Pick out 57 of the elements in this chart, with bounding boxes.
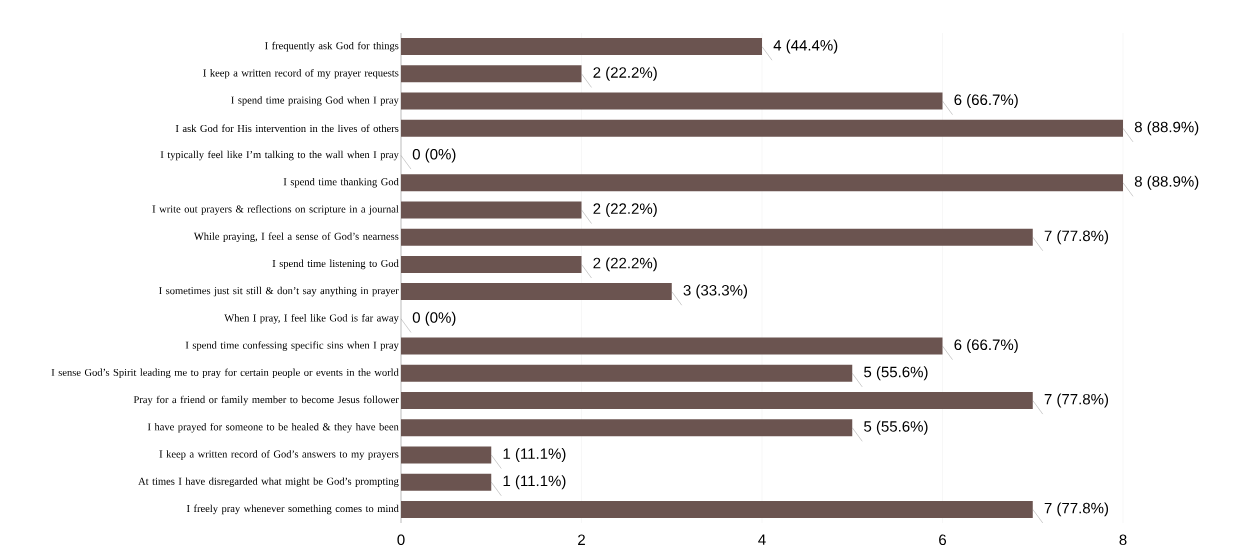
- y-tick-label: I spend time listening to God: [272, 259, 399, 270]
- y-tick-label: I keep a written record of my prayer requests: [203, 69, 399, 79]
- data-label: 2 (22.2%): [593, 202, 657, 217]
- bar: [401, 174, 1124, 192]
- x-tick-label: 4: [758, 534, 766, 545]
- y-tick-label: I ask God for His intervention in the lives of others: [175, 124, 399, 133]
- bar: [401, 391, 1033, 409]
- x-tick-label: 2: [578, 534, 585, 545]
- data-label: 3 (33.3%): [683, 284, 748, 299]
- y-tick-label: I sense God’s Spirit leading me to pray for certain people or events in the world: [51, 368, 399, 379]
- y-tick-label: I freely pray whenever something comes to mind: [186, 504, 399, 515]
- y-tick-label: Pray for a friend or family member to become Jesus follower: [133, 395, 399, 406]
- bar: [401, 92, 943, 110]
- bar: [401, 38, 763, 56]
- bar: [401, 364, 853, 382]
- y-tick-label: I frequently ask God for things: [265, 41, 399, 52]
- data-label: 0 (0%): [412, 311, 456, 326]
- bar: [401, 201, 582, 219]
- bar: [401, 337, 943, 355]
- y-tick-label: I spend time praising God when I pray: [231, 96, 399, 106]
- bar: [401, 500, 1033, 518]
- bar: [401, 473, 492, 491]
- y-tick-label: I spend time confessing specific sins when I pray: [185, 341, 399, 351]
- data-label: 1 (11.1%): [503, 447, 566, 462]
- bar: [401, 446, 492, 464]
- data-label: 6 (66.7%): [954, 94, 1018, 109]
- data-label: 4 (44.4%): [773, 39, 838, 54]
- y-tick-label: I write out prayers & reflections on scripture in a journal: [152, 205, 399, 215]
- data-label: 5 (55.6%): [864, 420, 928, 435]
- data-label: 2 (22.2%): [593, 257, 657, 272]
- data-label: 7 (77.8%): [1044, 393, 1109, 408]
- data-label: 0 (0%): [412, 148, 456, 163]
- y-tick-label: I sometimes just sit still & don’t say anything in prayer: [159, 286, 399, 297]
- y-tick-label: At times I have disregarded what might be God’s prompting: [138, 477, 399, 487]
- data-label: 1 (11.1%): [503, 475, 566, 490]
- bar: [401, 283, 672, 301]
- y-tick-label: While praying, I feel a sense of God’s nearness: [193, 232, 399, 242]
- y-tick-label: I spend time thanking God: [283, 177, 399, 188]
- y-tick-label: I have prayed for someone to be healed & they have been: [147, 422, 399, 433]
- data-label: 7 (77.8%): [1044, 502, 1109, 517]
- x-tick-label: 8: [1119, 534, 1127, 546]
- data-label: 6 (66.7%): [954, 339, 1018, 354]
- data-label: 2 (22.2%): [593, 66, 657, 81]
- x-tick-label: 0: [397, 534, 405, 546]
- x-tick-label: 6: [939, 534, 947, 546]
- data-label: 8 (88.9%): [1134, 121, 1199, 136]
- y-tick-label: When I pray, I feel like God is far away: [224, 314, 399, 324]
- bar: [401, 65, 582, 83]
- bar: [401, 119, 1124, 137]
- bar: [401, 255, 582, 273]
- data-label: 8 (88.9%): [1134, 175, 1199, 190]
- data-label: 5 (55.6%): [864, 366, 928, 381]
- y-tick-label: I keep a written record of God’s answers to my prayers: [159, 450, 399, 460]
- y-tick-label: I typically feel like I’m talking to the wall when I pray: [160, 150, 399, 161]
- bar: [401, 228, 1033, 246]
- data-label: 7 (77.8%): [1044, 230, 1109, 245]
- bar: [401, 419, 853, 437]
